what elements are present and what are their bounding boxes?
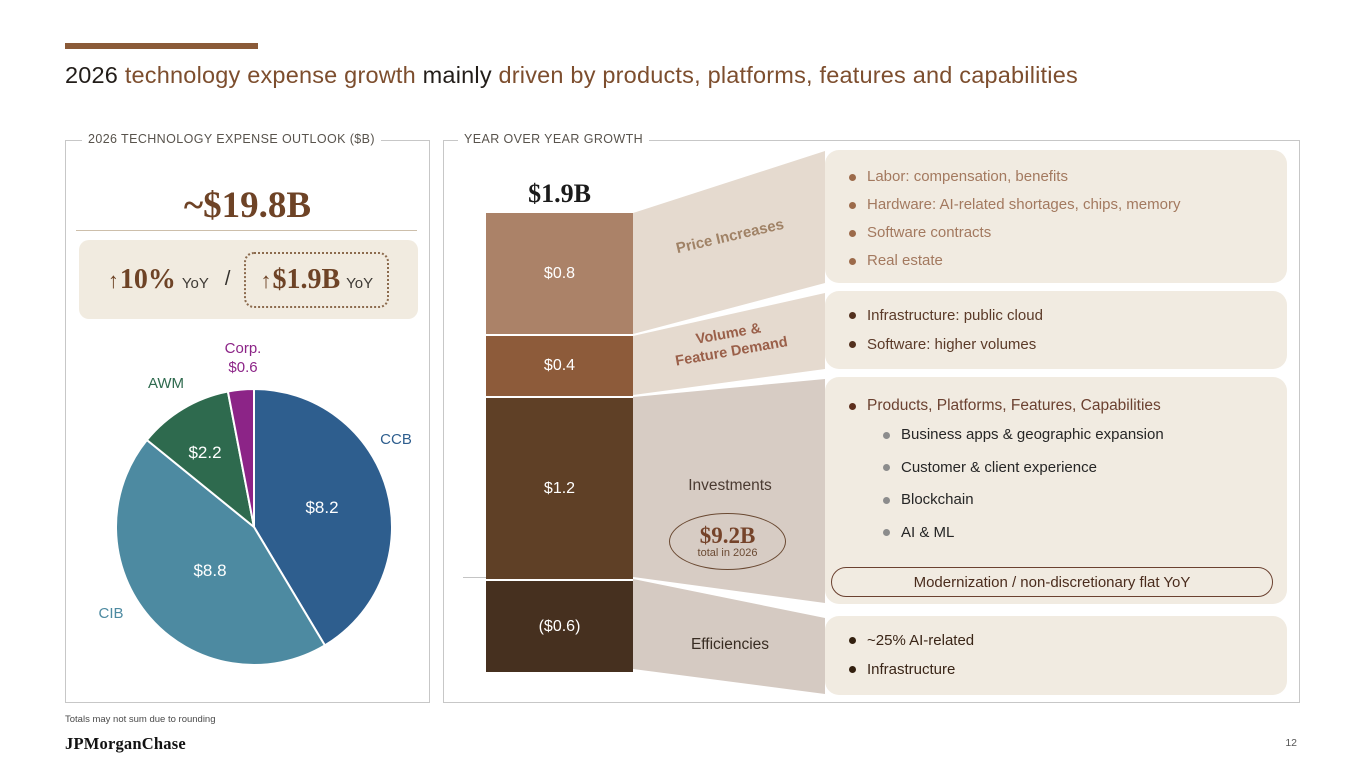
expense-total: ~$19.8B xyxy=(183,185,312,226)
pie-label-corp-value: $0.6 xyxy=(228,359,258,376)
page-number: 12 xyxy=(1285,737,1297,749)
growth-abs: ↑ $1.9B YoY xyxy=(260,264,373,296)
callout-investments: Products, Platforms, Features, Capabilit… xyxy=(825,377,1287,604)
up-arrow-icon: ↑ xyxy=(260,267,272,293)
divider xyxy=(76,230,417,231)
sub-bullet-item: AI & ML xyxy=(879,517,1287,550)
bar-segment-investments: $1.2 xyxy=(486,398,633,579)
zero-baseline-tick xyxy=(463,577,486,578)
bullet-item: Software: higher volumes xyxy=(845,330,1287,359)
bar-segment-value: $0.4 xyxy=(543,357,576,374)
bullet-list: Infrastructure: public cloud Software: h… xyxy=(825,301,1287,359)
band-label-investments: Investments xyxy=(688,477,772,494)
title-accent-bar xyxy=(65,43,258,49)
pie-value-awm: $2.2 xyxy=(188,443,222,462)
bar-segment-value: $1.2 xyxy=(543,479,576,497)
callout-volume-feature-demand: Infrastructure: public cloud Software: h… xyxy=(825,291,1287,369)
growth-abs-value: $1.9B xyxy=(272,263,341,295)
bar-segment-value: ($0.6) xyxy=(538,617,581,635)
pie-label-corp: Corp. $0.6 xyxy=(193,339,293,377)
bullet-list: Labor: compensation, benefits Hardware: … xyxy=(825,163,1287,275)
sub-bullet-item: Business apps & geographic expansion xyxy=(879,419,1287,452)
band-label-efficiencies: Efficiencies xyxy=(690,636,770,653)
bullet-item: Hardware: AI-related shortages, chips, m… xyxy=(845,191,1287,219)
bullet-item: ~25% AI-related xyxy=(845,626,1287,655)
slash-separator: / xyxy=(224,268,231,290)
bullet-item: Labor: compensation, benefits xyxy=(845,163,1287,191)
lead-bullet-item: Products, Platforms, Features, Capabilit… xyxy=(845,393,1287,419)
bar-segment-value: $0.8 xyxy=(543,264,576,282)
investments-total-caption: total in 2026 xyxy=(697,546,758,559)
pie-slice-cib xyxy=(115,438,327,666)
growth-pct: ↑ 10% YoY xyxy=(108,264,209,296)
pie-slice-corp xyxy=(226,387,255,528)
title-part: driven by products, platforms, features … xyxy=(498,62,1078,88)
growth-stat-box: ↑ 10% YoY / ↑ $1.9B YoY xyxy=(79,240,418,319)
title-part: mainly xyxy=(422,62,499,88)
bar-segment-price-increases: $0.8 xyxy=(486,213,633,334)
pie-label-ccb: CCB xyxy=(380,431,412,448)
sub-bullet-item: Customer & client experience xyxy=(879,452,1287,485)
expense-pie-chart xyxy=(115,387,393,666)
bar-segment-efficiencies: ($0.6) xyxy=(486,581,633,672)
jpmorganchase-logo: JPMorganChase xyxy=(65,734,186,753)
growth-abs-box: ↑ $1.9B YoY xyxy=(244,251,390,308)
pie-value-cib: $8.8 xyxy=(193,561,227,580)
investments-total-value: $9.2B xyxy=(699,522,756,548)
up-arrow-icon: ↑ xyxy=(107,267,119,293)
bar-total-label: $1.9B xyxy=(528,179,591,208)
pie-label-corp-name: Corp. xyxy=(224,340,262,357)
pie-label-cib: CIB xyxy=(98,605,124,622)
bullet-item: Infrastructure xyxy=(845,655,1287,684)
pie-value-ccb: $8.2 xyxy=(305,498,339,517)
yoy-growth-header: YEAR OVER YEAR GROWTH xyxy=(458,132,650,146)
bullet-item: Software contracts xyxy=(845,219,1287,247)
growth-pct-value: 10% xyxy=(119,263,176,295)
bullet-list: ~25% AI-related Infrastructure xyxy=(825,626,1287,684)
sub-bullet-list: Business apps & geographic expansion Cus… xyxy=(825,419,1287,549)
title-part: technology expense growth xyxy=(124,62,423,88)
pie-label-awm: AWM xyxy=(147,375,185,392)
growth-pct-suffix: YoY xyxy=(181,274,209,292)
growth-abs-suffix: YoY xyxy=(346,274,374,292)
expense-outlook-header: 2026 TECHNOLOGY EXPENSE OUTLOOK ($B) xyxy=(82,132,381,146)
callout-efficiencies: ~25% AI-related Infrastructure xyxy=(825,616,1287,695)
bullet-item: Infrastructure: public cloud xyxy=(845,301,1287,330)
slide-title: 2026 technology expense growth mainly dr… xyxy=(65,62,1305,89)
pie-slice-awm xyxy=(145,390,256,530)
callout-price-increases: Labor: compensation, benefits Hardware: … xyxy=(825,150,1287,283)
modernization-pill: Modernization / non-discretionary flat Y… xyxy=(831,567,1273,597)
bar-segment-volume-feature-demand: $0.4 xyxy=(486,336,633,396)
footnote: Totals may not sum due to rounding xyxy=(65,714,216,725)
yoy-growth-panel xyxy=(443,140,1300,703)
bullet-item: Real estate xyxy=(845,247,1287,275)
pie-slice-ccb xyxy=(253,387,393,647)
investments-total-badge: $9.2B total in 2026 xyxy=(669,513,786,570)
title-part: 2026 xyxy=(65,62,125,88)
sub-bullet-item: Blockchain xyxy=(879,484,1287,517)
